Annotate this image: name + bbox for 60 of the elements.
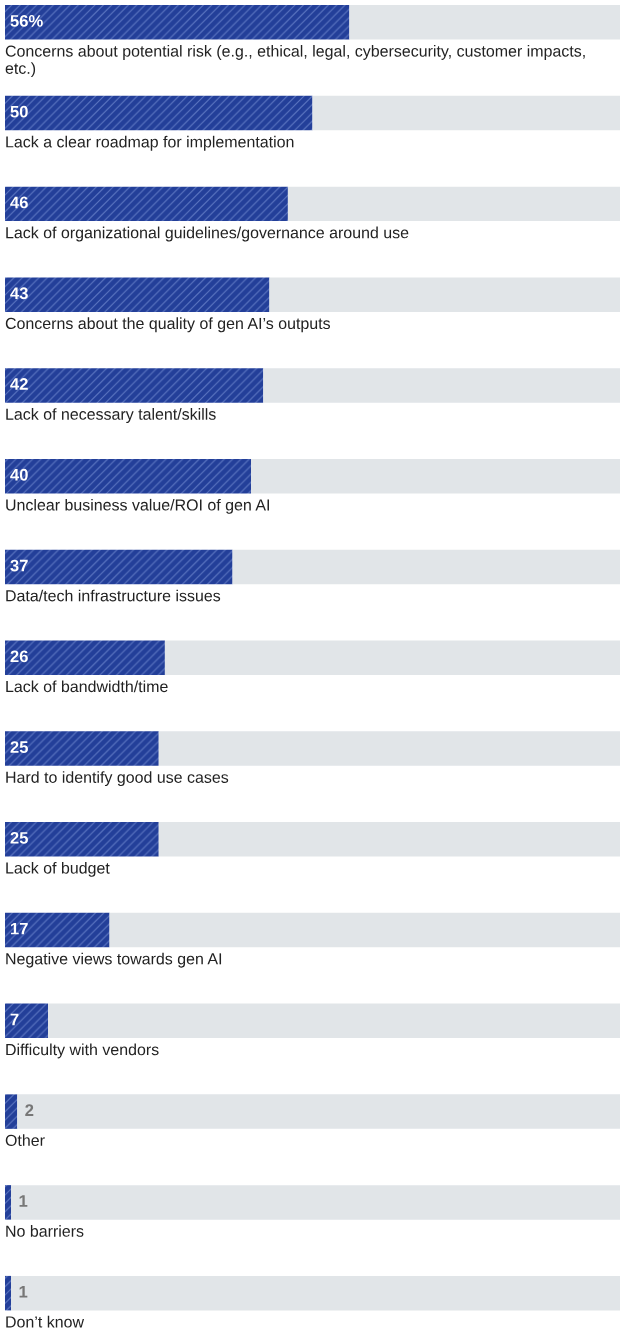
bar	[5, 458, 251, 494]
bar	[5, 912, 110, 948]
bar	[5, 1275, 12, 1311]
y-tick-label: Hard to identify good use cases	[6, 771, 229, 787]
data-label: 1	[19, 1195, 28, 1207]
y-tick-label: Unclear business value/ROI of gen AI	[6, 498, 269, 514]
bar	[11, 1275, 620, 1311]
data-label: 46	[10, 196, 28, 209]
bar	[5, 368, 264, 403]
y-tick-label: Other	[5, 1134, 45, 1147]
y-tick-label: Lack of bandwidth/time	[6, 680, 168, 693]
bar	[5, 95, 313, 131]
bar	[5, 5, 350, 40]
y-tick-label: Concerns about potential risk (e.g., ethical, legal, cybersecurity, customer impacts, etc.)	[5, 45, 585, 78]
bar	[5, 277, 270, 312]
bar	[11, 1185, 620, 1220]
bar	[5, 822, 159, 857]
bar	[5, 640, 165, 675]
bar	[269, 277, 620, 312]
bar	[17, 1094, 620, 1129]
bar	[5, 186, 288, 222]
bar	[349, 5, 620, 40]
bar	[263, 368, 620, 403]
bar	[251, 458, 620, 494]
bar	[5, 1185, 12, 1220]
data-label: 1	[19, 1286, 28, 1298]
y-tick-label: Lack of organizational guidelines/governance around use	[6, 226, 409, 242]
bar	[5, 1003, 49, 1039]
data-label: 50	[10, 105, 28, 118]
y-tick-label: Lack a clear roadmap for implementation	[6, 135, 294, 151]
bar	[232, 549, 620, 585]
bar	[5, 731, 159, 766]
y-tick-label: Lack of budget	[6, 861, 110, 877]
data-label: 25	[10, 831, 28, 844]
data-label: 26	[10, 650, 28, 663]
bar	[109, 912, 620, 948]
data-label: 43	[10, 287, 28, 300]
bar	[158, 822, 620, 857]
data-label: 56%	[10, 15, 43, 27]
y-tick-label: Don’t know	[6, 1315, 85, 1328]
bar	[158, 731, 620, 766]
data-label: 17	[10, 922, 28, 935]
y-tick-label: Difficulty with vendors	[6, 1043, 159, 1059]
data-label: 7	[10, 1013, 19, 1026]
data-label: 40	[10, 468, 28, 481]
data-label: 37	[10, 559, 28, 572]
data-label: 25	[10, 741, 28, 753]
bar	[312, 95, 620, 131]
y-tick-label: Lack of necessary talent/skills	[6, 408, 216, 423]
y-tick-label: Concerns about the quality of gen AI’s outputs	[5, 317, 331, 333]
bar	[5, 549, 233, 585]
bar	[48, 1003, 620, 1039]
data-label: 42	[10, 378, 28, 390]
data-label: 2	[25, 1104, 34, 1116]
bar	[164, 640, 620, 675]
y-tick-label: Data/tech infrastructure issues	[6, 589, 221, 602]
y-tick-label: Negative views towards gen AI	[6, 952, 222, 968]
y-tick-label: No barriers	[6, 1225, 84, 1237]
bar	[5, 1094, 18, 1129]
bar	[287, 186, 620, 222]
